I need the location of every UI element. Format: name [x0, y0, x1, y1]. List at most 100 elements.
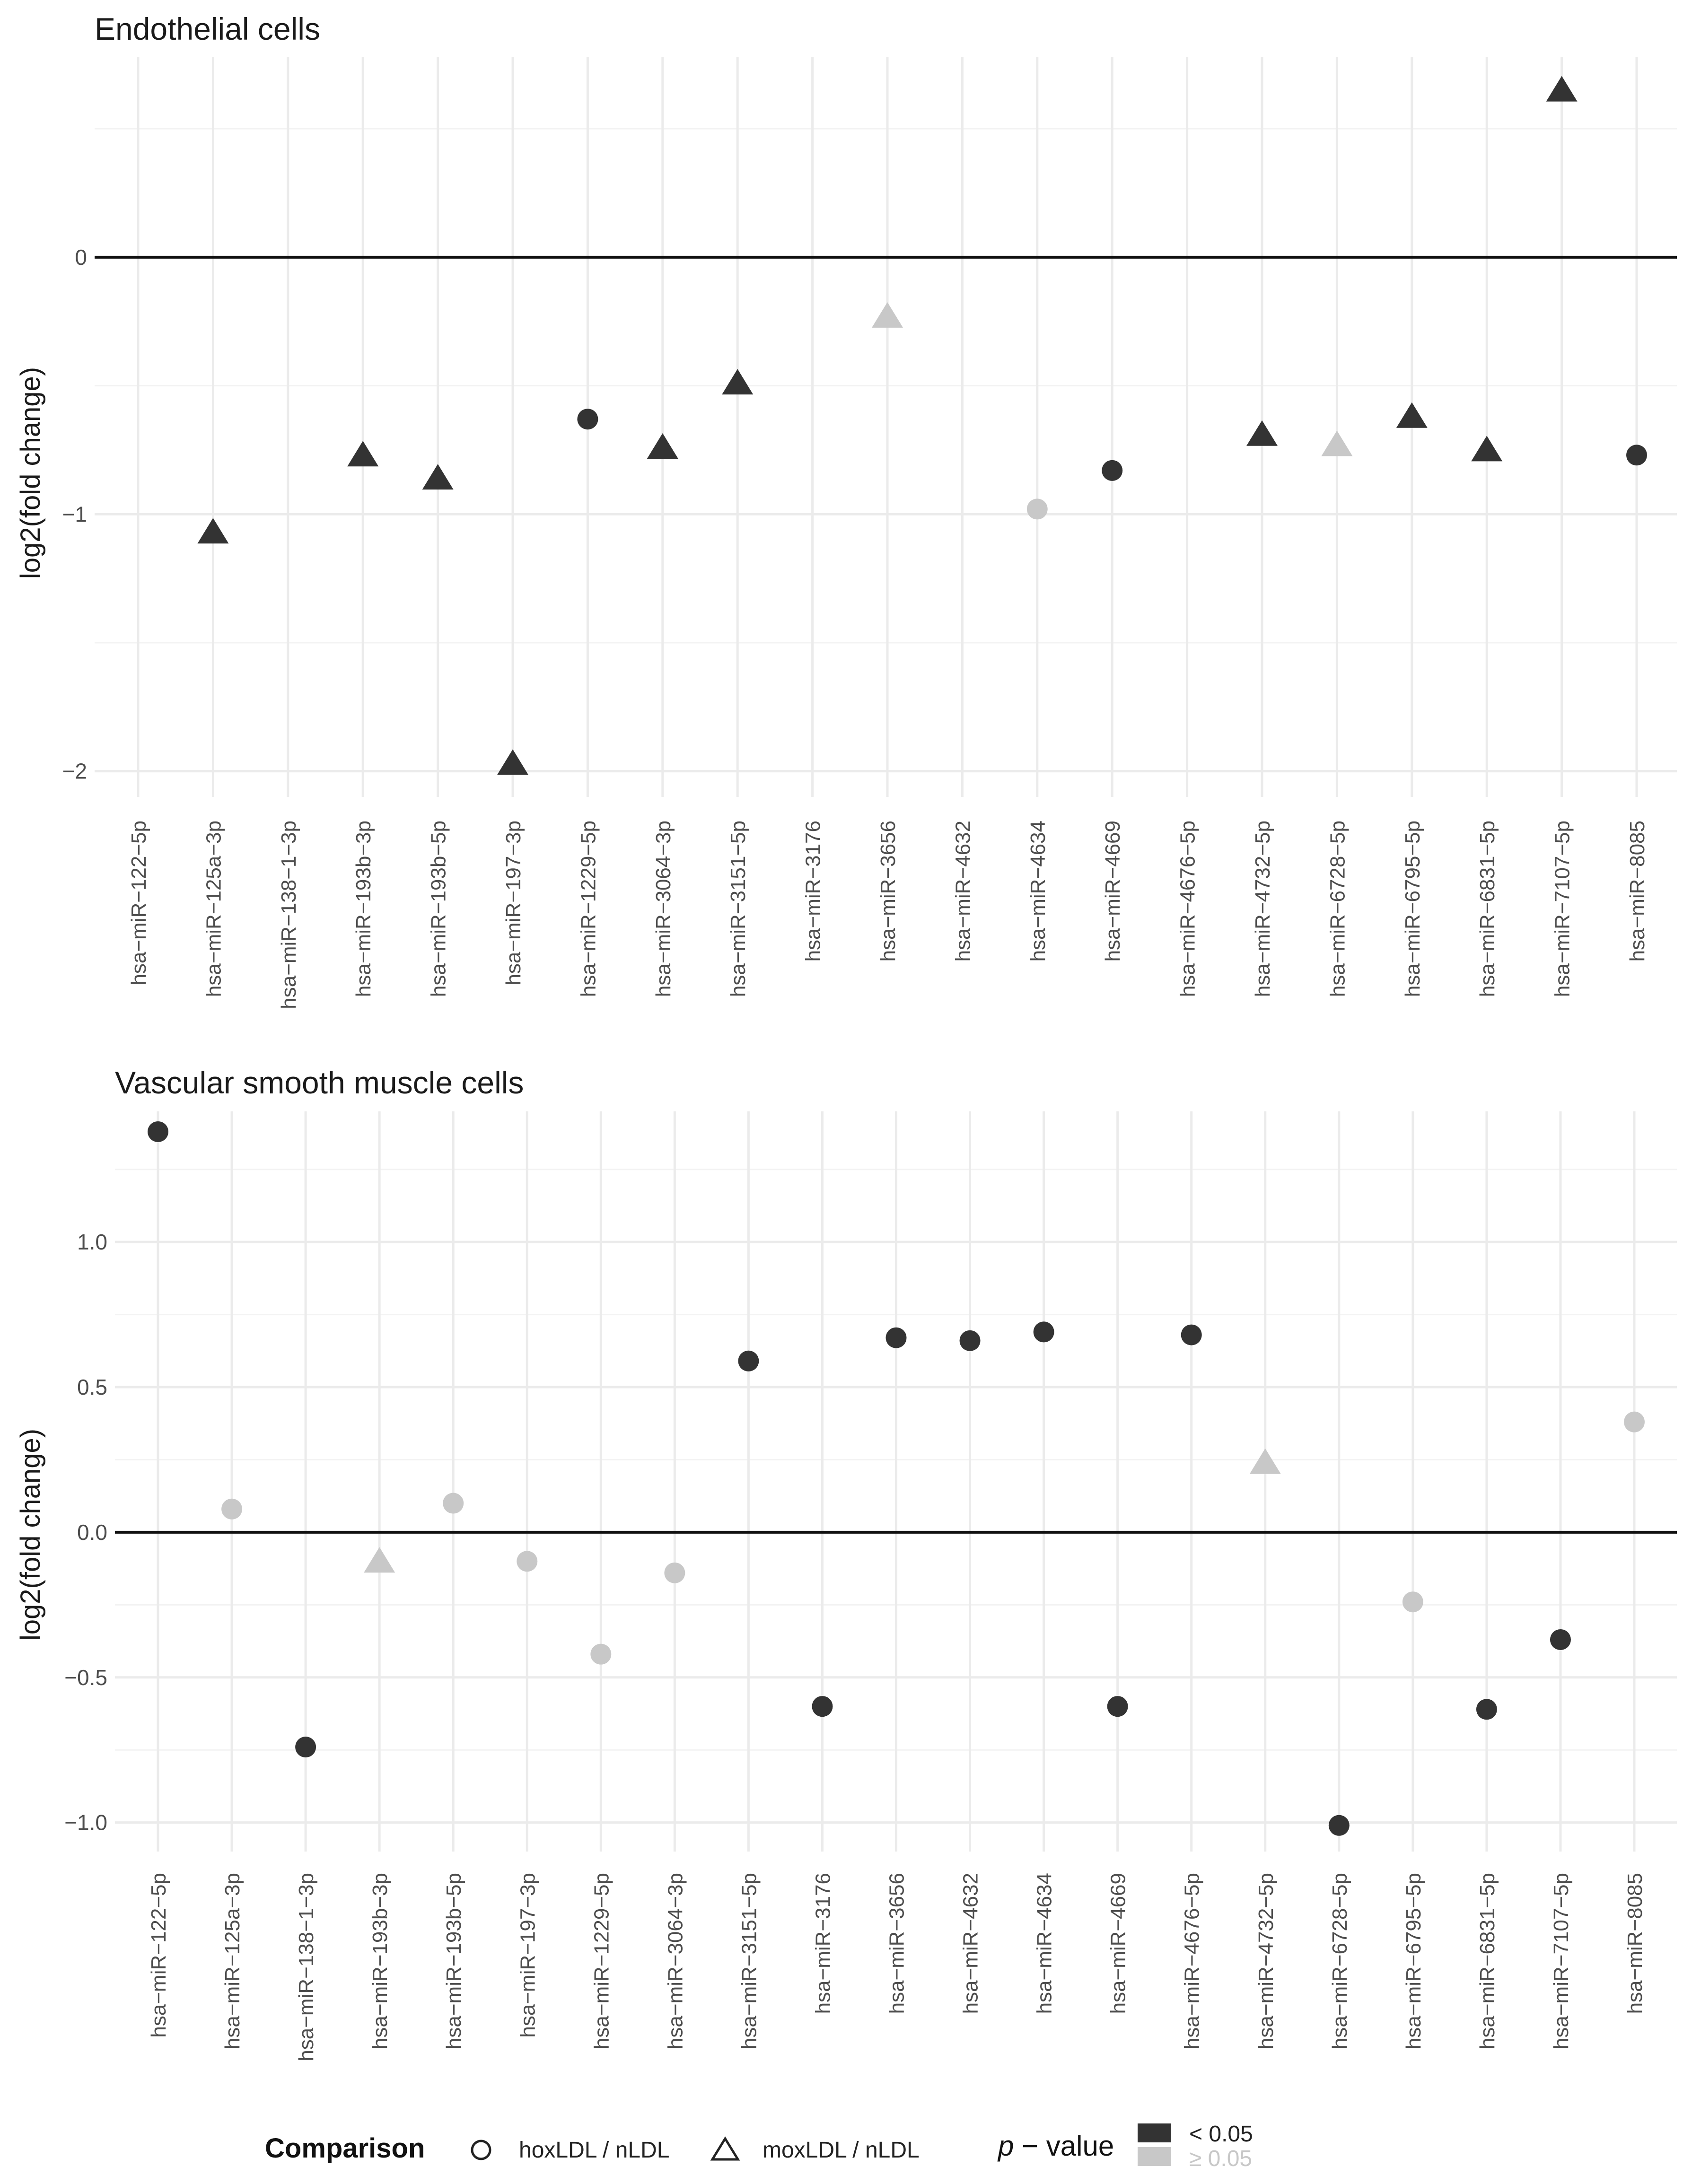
data-point-hsa-mir-6795-5p	[1402, 1591, 1423, 1613]
x-tick-label-hsa-mir-6831-5p: hsa−miR−6831−5p	[1476, 1873, 1499, 2049]
data-point-hsa-mir-138-1-3p	[295, 1737, 316, 1758]
x-tick-label-hsa-mir-4669: hsa−miR−4669	[1107, 1873, 1130, 2014]
x-tick-label-hsa-mir-193b-5p: hsa−miR−193b−5p	[442, 1873, 465, 2049]
grid-vsmc	[115, 1111, 1677, 1852]
data-point-hsa-mir-6795-5p	[1396, 402, 1428, 428]
data-point-hsa-mir-193b-3p	[347, 441, 379, 467]
y-tick-label: −1	[62, 502, 87, 526]
x-tick-label-hsa-mir-4634: hsa−miR−4634	[1026, 821, 1050, 961]
x-tick-label-hsa-mir-4732-5p: hsa−miR−4732−5p	[1251, 821, 1274, 997]
data-point-hsa-mir-3656	[872, 302, 903, 328]
x-tick-label-hsa-mir-8085: hsa−miR−8085	[1623, 1873, 1647, 2014]
data-point-hsa-mir-6728-5p	[1328, 1815, 1350, 1836]
legend-triangle-icon	[710, 2136, 740, 2161]
x-tick-label-hsa-mir-193b-3p: hsa−miR−193b−3p	[352, 821, 375, 997]
panel-endothelial: Endothelial cells log2(fold change) 0 −1 −…	[15, 11, 1677, 1009]
data-point-hsa-mir-125a-3p	[197, 518, 229, 544]
x-tick-label-hsa-mir-3064-3p: hsa−miR−3064−3p	[652, 821, 675, 997]
panel-vsmc: Vascular smooth muscle cells log2(fold c…	[15, 1065, 1677, 2062]
x-tick-label-hsa-mir-3656: hsa−miR−3656	[885, 1873, 909, 2014]
x-tick-label-hsa-mir-7107-5p: hsa−miR−7107−5p	[1550, 1873, 1573, 2049]
y-tick-label: −1.0	[64, 1810, 107, 1835]
x-tick-label-hsa-mir-3064-3p: hsa−miR−3064−3p	[664, 1873, 687, 2049]
x-tick-label-hsa-mir-4634: hsa−miR−4634	[1033, 1873, 1056, 2014]
data-point-hsa-mir-4632	[959, 1330, 981, 1351]
legend-circle-icon	[471, 2140, 491, 2160]
data-point-hsa-mir-3064-3p	[664, 1562, 685, 1583]
data-point-hsa-mir-7107-5p	[1546, 76, 1578, 102]
x-tick-label-hsa-mir-4676-5p: hsa−miR−4676−5p	[1181, 1873, 1204, 2049]
legend-label-hoxldl: hoxLDL / nLDL	[519, 2138, 669, 2163]
x-tick-label-hsa-mir-193b-5p: hsa−miR−193b−5p	[427, 821, 450, 997]
x-tick-label-hsa-mir-1229-5p: hsa−miR−1229−5p	[590, 1873, 613, 2049]
data-point-hsa-mir-193b-3p	[364, 1547, 395, 1573]
y-tick-label: −2	[62, 759, 87, 784]
data-point-hsa-mir-4676-5p	[1181, 1324, 1202, 1345]
panel-title-endothelial: Endothelial cells	[95, 11, 320, 46]
legend-comparison-title: Comparison	[265, 2133, 425, 2164]
data-point-hsa-mir-4634	[1033, 1321, 1054, 1343]
data-point-hsa-mir-4634	[1026, 498, 1048, 520]
grid-endothelial	[95, 57, 1677, 797]
legend-label-moxldl: moxLDL / nLDL	[763, 2138, 920, 2163]
x-tick-label-hsa-mir-122-5p: hsa−miR−122−5p	[127, 821, 150, 986]
x-tick-label-hsa-mir-6728-5p: hsa−miR−6728−5p	[1326, 821, 1349, 997]
y-axis-label-endothelial: log2(fold change)	[15, 367, 46, 579]
x-tick-label-hsa-mir-3176: hsa−miR−3176	[811, 1873, 834, 2014]
data-point-hsa-mir-3151-5p	[722, 369, 754, 395]
data-point-hsa-mir-6728-5p	[1321, 430, 1353, 456]
x-tick-label-hsa-mir-6795-5p: hsa−miR−6795−5p	[1402, 1873, 1425, 2049]
legend-swatch-significant	[1138, 2123, 1171, 2142]
data-point-hsa-mir-3064-3p	[647, 433, 678, 459]
data-point-hsa-mir-1229-5p	[590, 1643, 612, 1665]
x-tick-label-hsa-mir-7107-5p: hsa−miR−7107−5p	[1551, 821, 1574, 997]
x-tick-label-hsa-mir-3151-5p: hsa−miR−3151−5p	[737, 1873, 761, 2049]
x-tick-label-hsa-mir-3656: hsa−miR−3656	[877, 821, 900, 961]
data-point-hsa-mir-6831-5p	[1476, 1699, 1497, 1720]
x-tick-label-hsa-mir-4632: hsa−miR−4632	[959, 1873, 982, 2014]
x-tick-label-hsa-mir-3151-5p: hsa−miR−3151−5p	[727, 821, 750, 997]
data-point-hsa-mir-4732-5p	[1246, 420, 1278, 446]
x-tick-label-hsa-mir-8085: hsa−miR−8085	[1626, 821, 1649, 961]
legend-pvalue-title: p − value	[997, 2130, 1114, 2162]
x-ticks-vsmc: hsa−miR−122−5p hsa−miR−125a−3p hsa−miR−138…	[147, 1873, 1647, 2062]
x-tick-label-hsa-mir-197-3p: hsa−miR−197−3p	[516, 1873, 539, 2038]
data-point-hsa-mir-197-3p	[517, 1551, 538, 1572]
y-ticks-vsmc: 1.0 0.5 0.0 −0.5 −1.0	[64, 1230, 107, 1835]
x-ticks-endothelial: hsa−miR−122−5p hsa−miR−125a−3p hsa−miR−138…	[127, 821, 1649, 1009]
x-tick-label-hsa-mir-125a-3p: hsa−miR−125a−3p	[202, 821, 225, 997]
x-tick-label-hsa-mir-4632: hsa−miR−4632	[951, 821, 974, 961]
x-tick-label-hsa-mir-4676-5p: hsa−miR−4676−5p	[1176, 821, 1200, 997]
x-tick-label-hsa-mir-197-3p: hsa−miR−197−3p	[502, 821, 525, 986]
data-point-hsa-mir-4669	[1107, 1696, 1128, 1717]
data-point-hsa-mir-4669	[1102, 460, 1123, 481]
data-point-hsa-mir-4732-5p	[1249, 1448, 1281, 1474]
y-tick-label: 1.0	[77, 1230, 107, 1254]
x-tick-label-hsa-mir-6831-5p: hsa−miR−6831−5p	[1476, 821, 1499, 997]
legend-pvalue-rest: − value	[1014, 2130, 1114, 2162]
data-point-hsa-mir-8085	[1624, 1411, 1645, 1433]
x-tick-label-hsa-mir-4732-5p: hsa−miR−4732−5p	[1254, 1873, 1278, 2049]
x-tick-label-hsa-mir-4669: hsa−miR−4669	[1101, 821, 1124, 961]
y-ticks-endothelial: 0 −1 −2	[62, 245, 87, 784]
x-tick-label-hsa-mir-1229-5p: hsa−miR−1229−5p	[577, 821, 600, 997]
data-point-hsa-mir-8085	[1626, 445, 1647, 466]
data-point-hsa-mir-197-3p	[497, 749, 528, 775]
x-tick-label-hsa-mir-6795-5p: hsa−miR−6795−5p	[1401, 821, 1424, 997]
points-vsmc	[148, 1121, 1645, 1836]
y-axis-label-vsmc: log2(fold change)	[15, 1429, 46, 1641]
data-point-hsa-mir-3176	[812, 1696, 833, 1717]
data-point-hsa-mir-193b-5p	[443, 1493, 464, 1514]
data-point-hsa-mir-122-5p	[148, 1121, 168, 1142]
x-tick-label-hsa-mir-138-1-3p: hsa−miR−138−1−3p	[277, 821, 300, 1009]
x-tick-label-hsa-mir-125a-3p: hsa−miR−125a−3p	[221, 1873, 244, 2049]
data-point-hsa-mir-3656	[885, 1327, 907, 1348]
legend-pvalue-p: p	[997, 2130, 1014, 2162]
points-endothelial	[197, 76, 1647, 775]
data-point-hsa-mir-6831-5p	[1471, 436, 1503, 462]
x-tick-label-hsa-mir-138-1-3p: hsa−miR−138−1−3p	[295, 1873, 318, 2062]
panel-title-vsmc: Vascular smooth muscle cells	[115, 1065, 524, 1100]
x-tick-label-hsa-mir-3176: hsa−miR−3176	[802, 821, 825, 961]
legend-swatch-not-significant	[1138, 2147, 1171, 2166]
